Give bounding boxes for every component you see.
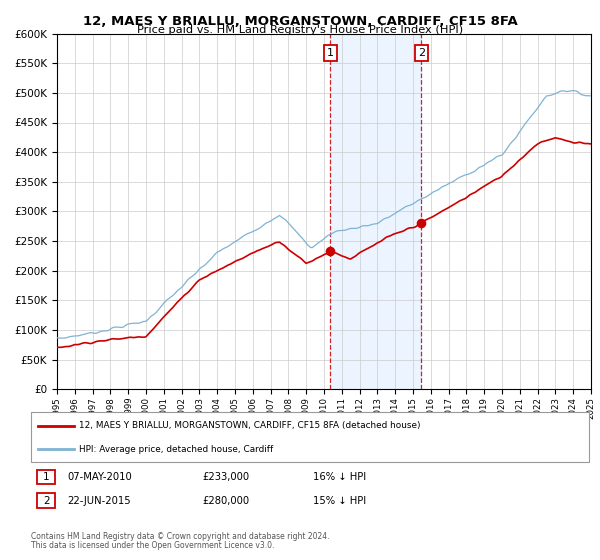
Text: 15% ↓ HPI: 15% ↓ HPI [313,496,367,506]
Text: 2: 2 [43,496,50,506]
Point [416,219,426,228]
Text: 12, MAES Y BRIALLU, MORGANSTOWN, CARDIFF, CF15 8FA (detached house): 12, MAES Y BRIALLU, MORGANSTOWN, CARDIFF… [79,421,421,430]
Text: £280,000: £280,000 [202,496,250,506]
Text: 22-JUN-2015: 22-JUN-2015 [67,496,131,506]
Text: Contains HM Land Registry data © Crown copyright and database right 2024.: Contains HM Land Registry data © Crown c… [31,532,330,541]
Point [326,246,335,255]
Text: Price paid vs. HM Land Registry's House Price Index (HPI): Price paid vs. HM Land Registry's House … [137,25,463,35]
Text: 16% ↓ HPI: 16% ↓ HPI [313,472,367,482]
Text: £233,000: £233,000 [202,472,250,482]
Text: 1: 1 [43,472,50,482]
Text: This data is licensed under the Open Government Licence v3.0.: This data is licensed under the Open Gov… [31,541,275,550]
Text: 12, MAES Y BRIALLU, MORGANSTOWN, CARDIFF, CF15 8FA: 12, MAES Y BRIALLU, MORGANSTOWN, CARDIFF… [83,15,517,27]
Text: HPI: Average price, detached house, Cardiff: HPI: Average price, detached house, Card… [79,445,274,454]
Text: 1: 1 [327,48,334,58]
Text: 2: 2 [418,48,425,58]
Text: 07-MAY-2010: 07-MAY-2010 [67,472,132,482]
